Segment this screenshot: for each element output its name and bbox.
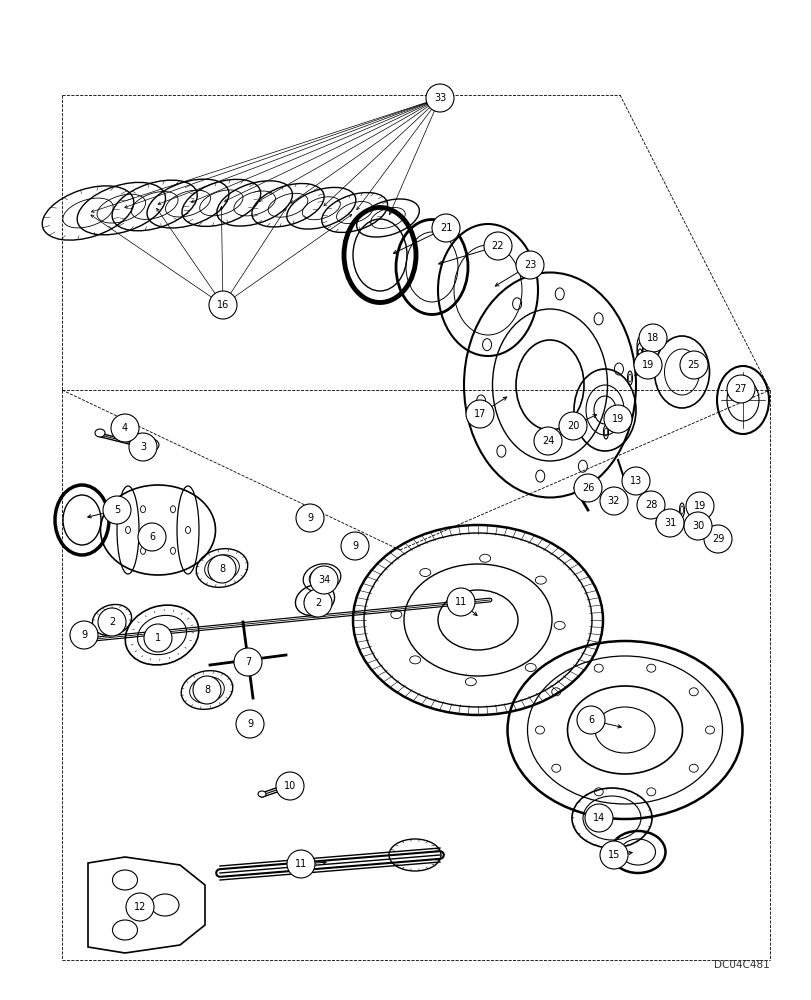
Circle shape [431, 214, 460, 242]
Circle shape [303, 589, 332, 617]
Text: 19: 19 [693, 501, 706, 511]
Text: 8: 8 [204, 685, 210, 695]
Text: 14: 14 [592, 813, 604, 823]
Text: 1: 1 [155, 633, 161, 643]
Circle shape [310, 566, 337, 594]
Text: 4: 4 [122, 423, 128, 433]
Text: 11: 11 [454, 597, 466, 607]
Text: 23: 23 [523, 260, 535, 270]
Circle shape [603, 405, 631, 433]
Circle shape [426, 84, 453, 112]
Text: 11: 11 [294, 859, 307, 869]
Ellipse shape [95, 429, 105, 437]
Circle shape [636, 491, 664, 519]
Circle shape [679, 351, 707, 379]
Text: 3: 3 [139, 442, 146, 452]
Text: 13: 13 [629, 476, 642, 486]
Text: 34: 34 [317, 575, 330, 585]
Text: 31: 31 [663, 518, 676, 528]
Circle shape [726, 375, 754, 403]
Circle shape [144, 624, 172, 652]
Text: 25: 25 [687, 360, 699, 370]
Text: 16: 16 [217, 300, 229, 310]
Text: 17: 17 [474, 409, 486, 419]
Circle shape [341, 532, 368, 560]
Circle shape [98, 608, 126, 636]
Ellipse shape [258, 791, 266, 797]
Text: 10: 10 [284, 781, 296, 791]
Circle shape [446, 588, 474, 616]
Circle shape [208, 291, 237, 319]
Text: 9: 9 [307, 513, 313, 523]
Circle shape [70, 621, 98, 649]
Circle shape [633, 351, 661, 379]
Circle shape [286, 850, 315, 878]
Text: 29: 29 [711, 534, 723, 544]
Text: 21: 21 [440, 223, 452, 233]
Text: 12: 12 [134, 902, 146, 912]
Circle shape [685, 492, 713, 520]
Text: 6: 6 [587, 715, 594, 725]
Circle shape [483, 232, 512, 260]
Circle shape [276, 772, 303, 800]
Circle shape [599, 841, 627, 869]
Text: 28: 28 [644, 500, 656, 510]
Circle shape [534, 427, 561, 455]
Text: DC04C481: DC04C481 [714, 960, 769, 970]
Circle shape [703, 525, 731, 553]
Circle shape [599, 487, 627, 515]
Text: 30: 30 [691, 521, 703, 531]
Text: 20: 20 [566, 421, 578, 431]
Text: 9: 9 [81, 630, 87, 640]
Circle shape [577, 706, 604, 734]
Circle shape [515, 251, 543, 279]
Text: 5: 5 [114, 505, 120, 515]
Circle shape [296, 504, 324, 532]
Text: 2: 2 [315, 598, 320, 608]
Circle shape [208, 555, 236, 583]
Circle shape [126, 893, 154, 921]
Circle shape [683, 512, 711, 540]
Text: 2: 2 [109, 617, 115, 627]
Circle shape [638, 324, 666, 352]
Circle shape [193, 676, 221, 704]
Text: 27: 27 [734, 384, 746, 394]
Circle shape [466, 400, 493, 428]
Text: 24: 24 [541, 436, 553, 446]
Text: 9: 9 [351, 541, 358, 551]
Text: 22: 22 [491, 241, 504, 251]
Text: 33: 33 [433, 93, 445, 103]
Text: 7: 7 [245, 657, 251, 667]
Circle shape [129, 433, 157, 461]
Circle shape [138, 523, 165, 551]
Text: 8: 8 [219, 564, 225, 574]
Circle shape [111, 414, 139, 442]
Circle shape [103, 496, 131, 524]
Text: 26: 26 [581, 483, 594, 493]
Circle shape [655, 509, 683, 537]
Circle shape [621, 467, 649, 495]
Circle shape [234, 648, 262, 676]
Circle shape [236, 710, 264, 738]
Text: 19: 19 [611, 414, 624, 424]
Text: 9: 9 [247, 719, 253, 729]
Circle shape [584, 804, 612, 832]
Text: 18: 18 [646, 333, 659, 343]
Text: 19: 19 [641, 360, 654, 370]
Text: 32: 32 [607, 496, 620, 506]
Circle shape [573, 474, 601, 502]
Circle shape [558, 412, 586, 440]
Text: 6: 6 [148, 532, 155, 542]
Text: 15: 15 [607, 850, 620, 860]
